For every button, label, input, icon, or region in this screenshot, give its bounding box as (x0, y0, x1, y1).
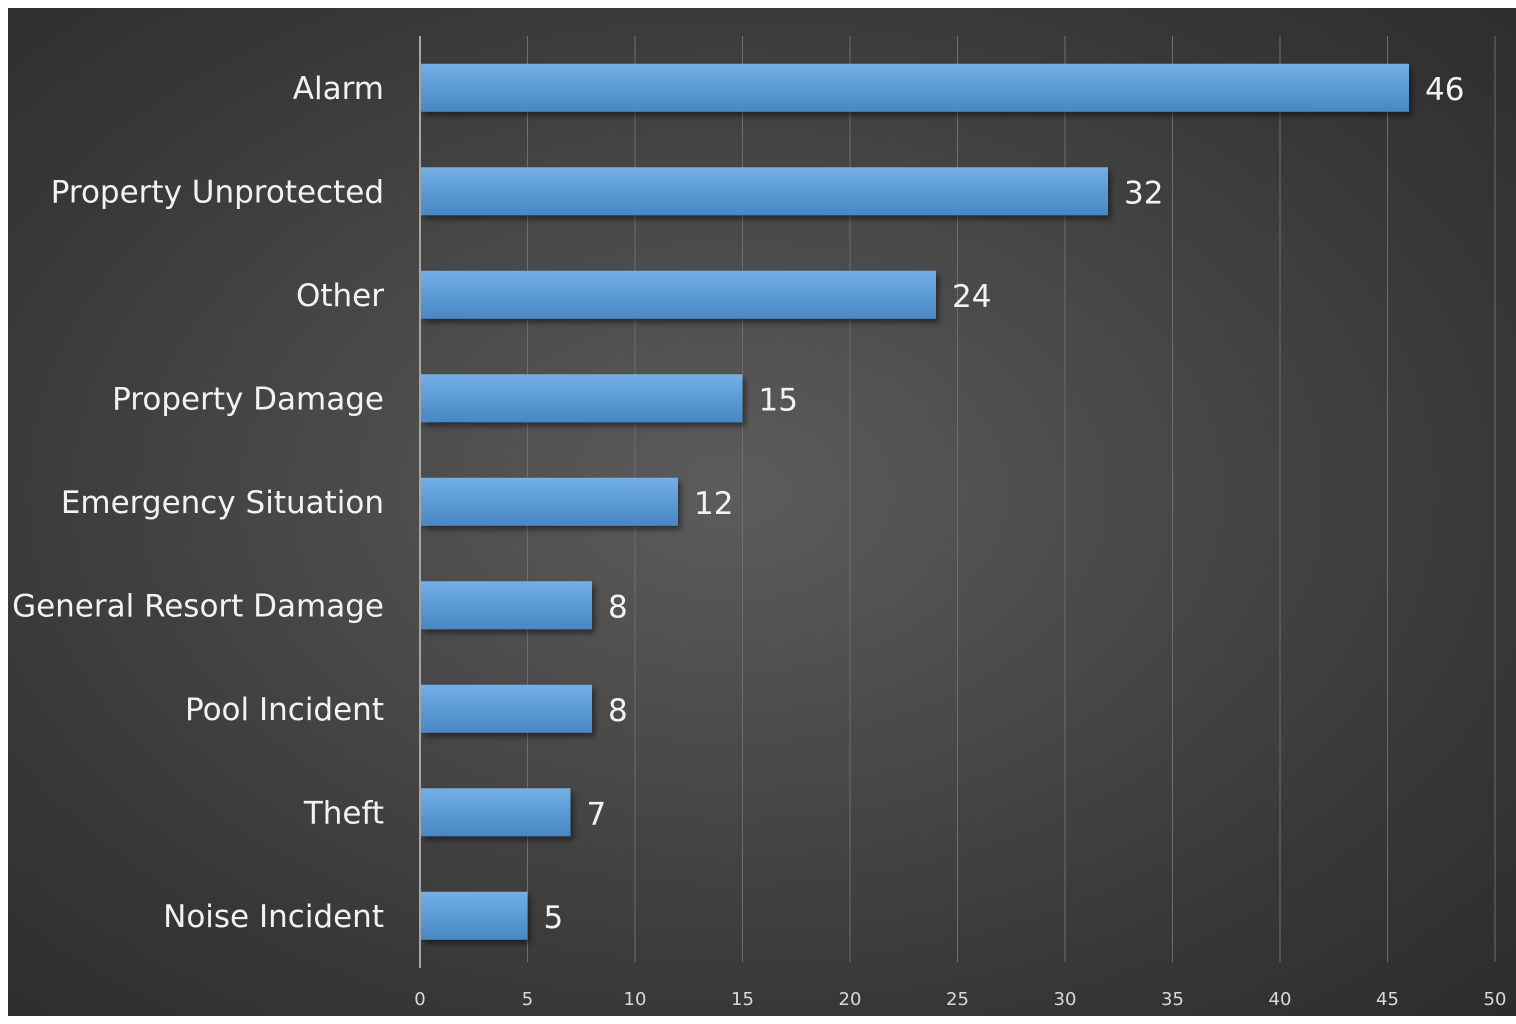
data-label: 8 (608, 589, 628, 625)
data-label: 5 (544, 900, 564, 936)
category-label: Property Damage (112, 381, 384, 417)
data-label: 15 (759, 382, 798, 418)
category-label: Alarm (293, 71, 384, 107)
x-tick-label: 15 (731, 989, 754, 1010)
x-tick-label: 40 (1269, 989, 1292, 1010)
category-label: Theft (303, 795, 384, 831)
category-label: Other (296, 278, 384, 314)
x-tick-label: 30 (1054, 989, 1077, 1010)
bar (421, 63, 1409, 112)
x-axis-ticks: 0 5 10 15 20 25 30 35 40 45 50 (414, 989, 1506, 1010)
bar (421, 581, 592, 630)
category-label: General Resort Damage (12, 588, 384, 624)
x-tick-label: 5 (522, 989, 533, 1010)
bar (421, 270, 936, 319)
data-label: 32 (1124, 175, 1163, 211)
data-label: 46 (1425, 72, 1464, 108)
bar-chart: Alarm Property Unprotected Other Property D… (12, 36, 1506, 1010)
data-label: 24 (952, 279, 991, 315)
bar (421, 167, 1108, 216)
x-tick-label: 0 (414, 989, 425, 1010)
bar (421, 684, 592, 733)
bar (421, 374, 743, 423)
category-label: Noise Incident (163, 899, 384, 935)
x-tick-label: 45 (1376, 989, 1399, 1010)
category-label: Property Unprotected (51, 174, 384, 210)
bars (421, 63, 1409, 940)
bar (421, 477, 678, 526)
x-tick-label: 35 (1161, 989, 1184, 1010)
data-labels: 46 32 24 15 12 8 8 7 5 (544, 72, 1465, 936)
data-label: 7 (587, 796, 607, 832)
x-tick-label: 50 (1484, 989, 1507, 1010)
x-tick-label: 20 (839, 989, 862, 1010)
bar (421, 788, 571, 837)
x-tick-label: 10 (624, 989, 647, 1010)
data-label: 8 (608, 693, 628, 729)
bar (421, 891, 528, 940)
category-label: Emergency Situation (61, 485, 384, 521)
data-label: 12 (694, 486, 733, 522)
category-label: Pool Incident (185, 692, 384, 728)
chart-area: Alarm Property Unprotected Other Property D… (8, 8, 1516, 1016)
category-labels: Alarm Property Unprotected Other Property D… (12, 71, 384, 935)
x-tick-label: 25 (946, 989, 969, 1010)
